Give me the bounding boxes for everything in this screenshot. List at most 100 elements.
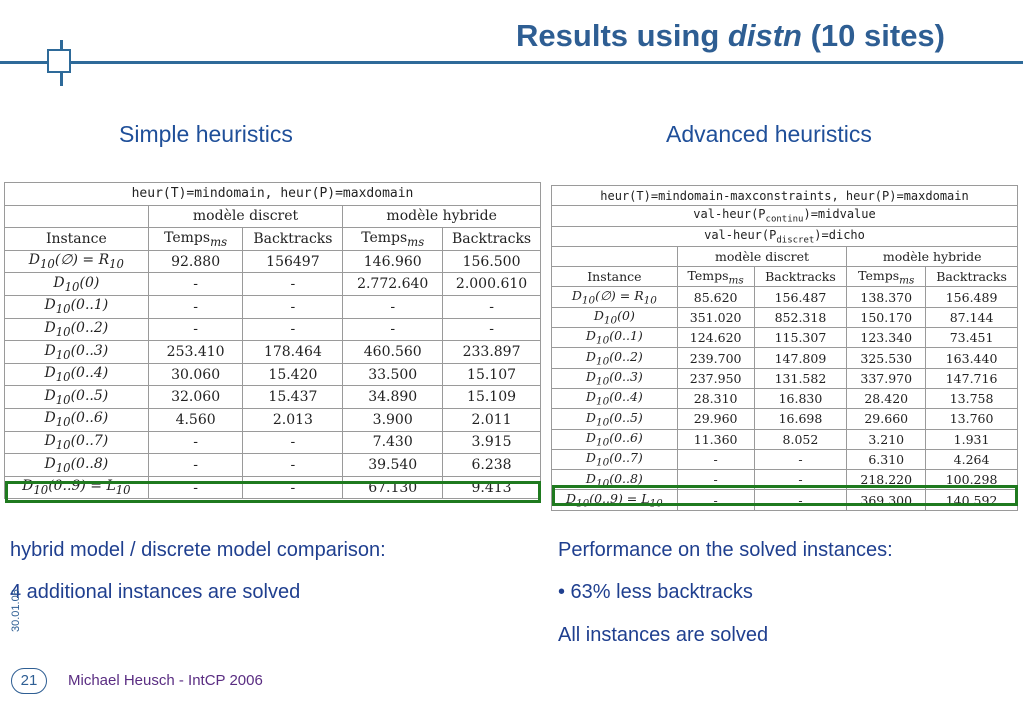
value-cell: 178.464: [242, 340, 344, 364]
col-temps: Tempsms: [676, 266, 755, 288]
value-cell: -: [442, 317, 541, 342]
value-cell: 156497: [242, 249, 344, 274]
page-number: 21: [11, 668, 47, 694]
value-cell: 15.109: [442, 385, 541, 409]
value-cell: 237.950: [676, 367, 755, 389]
value-cell: 239.700: [676, 347, 755, 369]
table-row: D10(∅) = R10 92.880 156497 146.960 156.500: [4, 249, 541, 274]
col-backtracks: Backtracks: [442, 227, 541, 251]
table-row: D10(0..8) - -39.540 6.238: [4, 453, 541, 477]
comparison-text: hybrid model / discrete model comparison…: [10, 539, 386, 561]
value-cell: 33.500: [342, 362, 444, 387]
col-backtracks: Backtracks: [753, 266, 848, 288]
value-cell: 156.489: [925, 286, 1018, 308]
table-header-heuristics: heur(T)=mindomain-maxconstraints, heur(P…: [551, 184, 1018, 207]
instance-cell: D10(0..1): [4, 294, 149, 319]
col-backtracks: Backtracks: [925, 266, 1018, 288]
value-cell: 32.060: [147, 385, 244, 409]
value-cell: -: [342, 317, 444, 342]
value-cell: 85.620: [676, 286, 755, 308]
performance-text: Performance on the solved instances:: [558, 539, 893, 561]
slide-title: Results using distn (10 sites): [516, 18, 945, 53]
highlight-last-row: [5, 481, 541, 503]
value-cell: 16.830: [753, 387, 848, 410]
table-row: D10(∅) = R10 85.620 156.487 138.370 156.489: [551, 286, 1018, 308]
value-cell: -: [147, 453, 244, 477]
group-discret: modèle discret: [147, 204, 344, 229]
value-cell: 13.758: [925, 387, 1018, 410]
value-cell: 325.530: [846, 347, 927, 369]
instance-cell: D10(0..4): [4, 362, 149, 387]
col-instance: Instance: [551, 266, 678, 288]
value-cell: 233.897: [442, 340, 541, 364]
advanced-heuristics-table: heur(T)=mindomain-maxconstraints, heur(P…: [551, 184, 1018, 511]
instance-cell: D10(0..6): [4, 407, 149, 432]
value-cell: 1.931: [925, 428, 1018, 450]
value-cell: 34.890: [342, 385, 444, 409]
table-row: D10(0..7) - -6.310 4.264: [551, 448, 1018, 471]
value-cell: -: [147, 294, 244, 319]
group-hybride: modèle hybride: [846, 245, 1018, 268]
value-cell: 2.011: [442, 407, 541, 432]
highlight-last-row: [552, 485, 1018, 506]
table-corner: [4, 204, 149, 229]
value-cell: 16.698: [753, 408, 848, 430]
col-temps: Tempsms: [147, 227, 244, 251]
table-row: D10(0..2) 239.700 147.809 325.530 163.440: [551, 347, 1018, 369]
value-cell: 146.960: [342, 249, 444, 274]
table-row: D10(0..1) - - - -: [4, 294, 541, 319]
table-row: D10(0..1) 124.620 115.307 123.340 73.451: [551, 327, 1018, 349]
instance-cell: D10(0): [4, 272, 149, 296]
instance-cell: D10(0..7): [4, 430, 149, 455]
instance-cell: D10(0..4): [551, 387, 678, 410]
table-row: D10(0..6) 11.360 8.052 3.210 1.931: [551, 428, 1018, 450]
table-row: D10(0..2) - - - -: [4, 317, 541, 342]
instance-cell: D10(∅) = R10: [4, 249, 149, 274]
value-cell: -: [147, 317, 244, 342]
table-header-valheur-discret: val-heur(Pdiscret)=dicho: [551, 225, 1018, 247]
value-cell: 8.052: [753, 428, 848, 450]
value-cell: 150.170: [846, 306, 927, 329]
crosshair-box-decoration: [47, 49, 71, 73]
col-temps: Tempsms: [342, 227, 444, 251]
table-row: D10(0..3) 237.950 131.582 337.970 147.716: [551, 367, 1018, 389]
table-header-valheur-continu: val-heur(Pcontinu)=midvalue: [551, 205, 1018, 227]
value-cell: 163.440: [925, 347, 1018, 369]
footer-author: Michael Heusch - IntCP 2006: [68, 672, 263, 689]
table-row: D10(0) 351.020 852.318 150.170 87.144: [551, 306, 1018, 329]
table-row: D10(0..4) 28.310 16.830 28.420 13.758: [551, 387, 1018, 410]
value-cell: 147.809: [753, 347, 848, 369]
instance-cell: D10(0..5): [551, 408, 678, 430]
value-cell: 28.420: [846, 387, 927, 410]
value-cell: 15.437: [242, 385, 344, 409]
value-cell: 92.880: [147, 249, 244, 274]
value-cell: 3.900: [342, 407, 444, 432]
value-cell: 2.013: [242, 407, 344, 432]
value-cell: -: [242, 294, 344, 319]
value-cell: 7.430: [342, 430, 444, 455]
value-cell: 13.760: [925, 408, 1018, 430]
advanced-heuristics-heading: Advanced heuristics: [666, 121, 872, 147]
instance-cell: D10(0): [551, 306, 678, 329]
value-cell: 123.340: [846, 327, 927, 349]
solved-instances-text: 4 additional instances are solved: [10, 581, 301, 603]
value-cell: 337.970: [846, 367, 927, 389]
instance-cell: D10(0..3): [4, 340, 149, 364]
table-header-heuristics: heur(T)=mindomain, heur(P)=maxdomain: [4, 182, 541, 206]
table-row: D10(0..3) 253.410 178.464 460.560 233.897: [4, 340, 541, 364]
value-cell: 11.360: [676, 428, 755, 450]
instance-cell: D10(0..2): [4, 317, 149, 342]
value-cell: -: [676, 448, 755, 471]
table-row: D10(0..7) - -7.430 3.915: [4, 430, 541, 455]
value-cell: -: [242, 430, 344, 455]
value-cell: 115.307: [753, 327, 848, 349]
value-cell: 138.370: [846, 286, 927, 308]
value-cell: -: [242, 317, 344, 342]
value-cell: -: [242, 453, 344, 477]
value-cell: 30.060: [147, 362, 244, 387]
value-cell: 29.660: [846, 408, 927, 430]
simple-heuristics-table: heur(T)=mindomain, heur(P)=maxdomain mod…: [4, 182, 541, 500]
value-cell: -: [147, 272, 244, 296]
group-discret: modèle discret: [676, 245, 848, 268]
value-cell: 39.540: [342, 453, 444, 477]
